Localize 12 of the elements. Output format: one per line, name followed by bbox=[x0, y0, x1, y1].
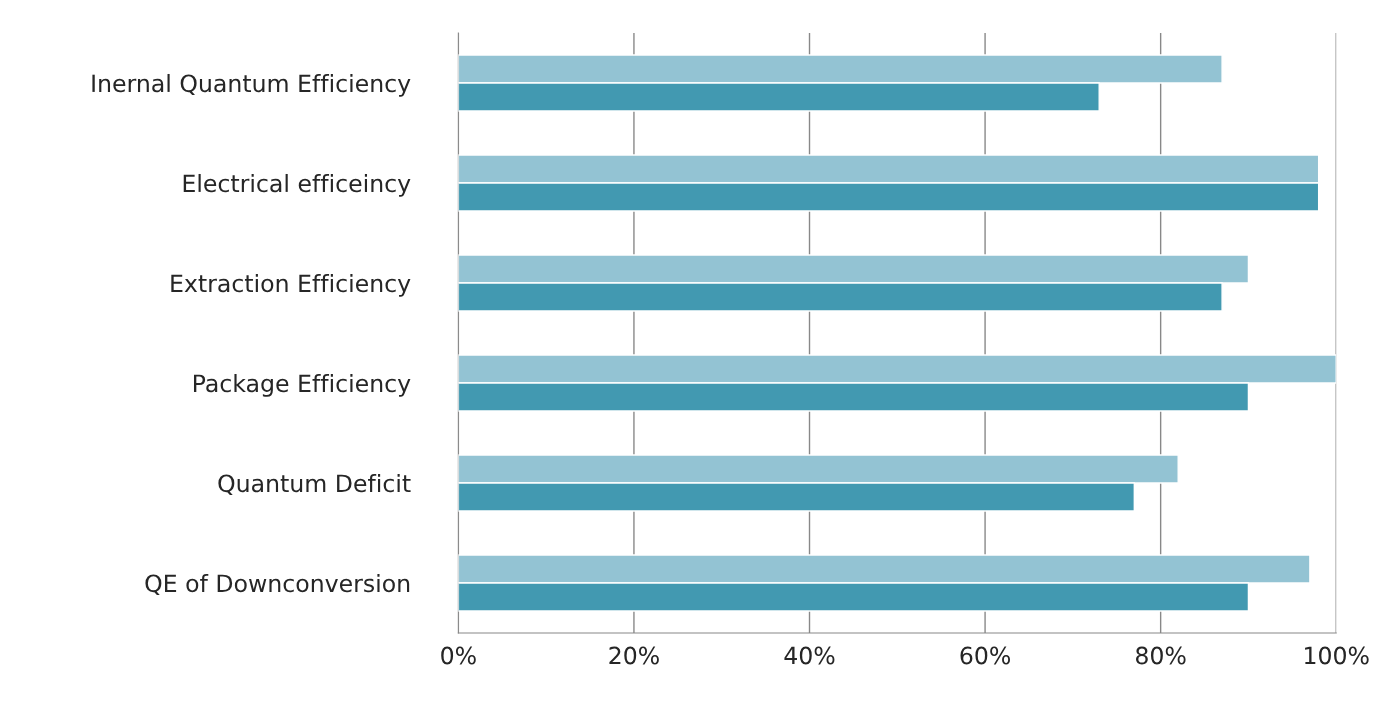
y-tick-label: Inernal Quantum Efficiency bbox=[92, 73, 411, 97]
x-tick-label: 80% bbox=[1136, 646, 1186, 665]
x-tick-label: 20% bbox=[609, 646, 659, 665]
x-tick-label: 0% bbox=[441, 646, 476, 665]
y-tick-label: Package Efficiency bbox=[194, 373, 411, 397]
y-tick-label: Quantum Deficit bbox=[218, 473, 411, 495]
x-tick-label: 100% bbox=[1305, 646, 1369, 665]
y-tick-label: Extraction Efficiency bbox=[171, 273, 411, 297]
y-tick-label: Electrical efficeincy bbox=[183, 173, 411, 197]
y-tick-label: QE of Downconversion bbox=[145, 573, 410, 595]
x-tick-label: 60% bbox=[960, 646, 1011, 665]
x-tick-label: 40% bbox=[784, 646, 835, 665]
